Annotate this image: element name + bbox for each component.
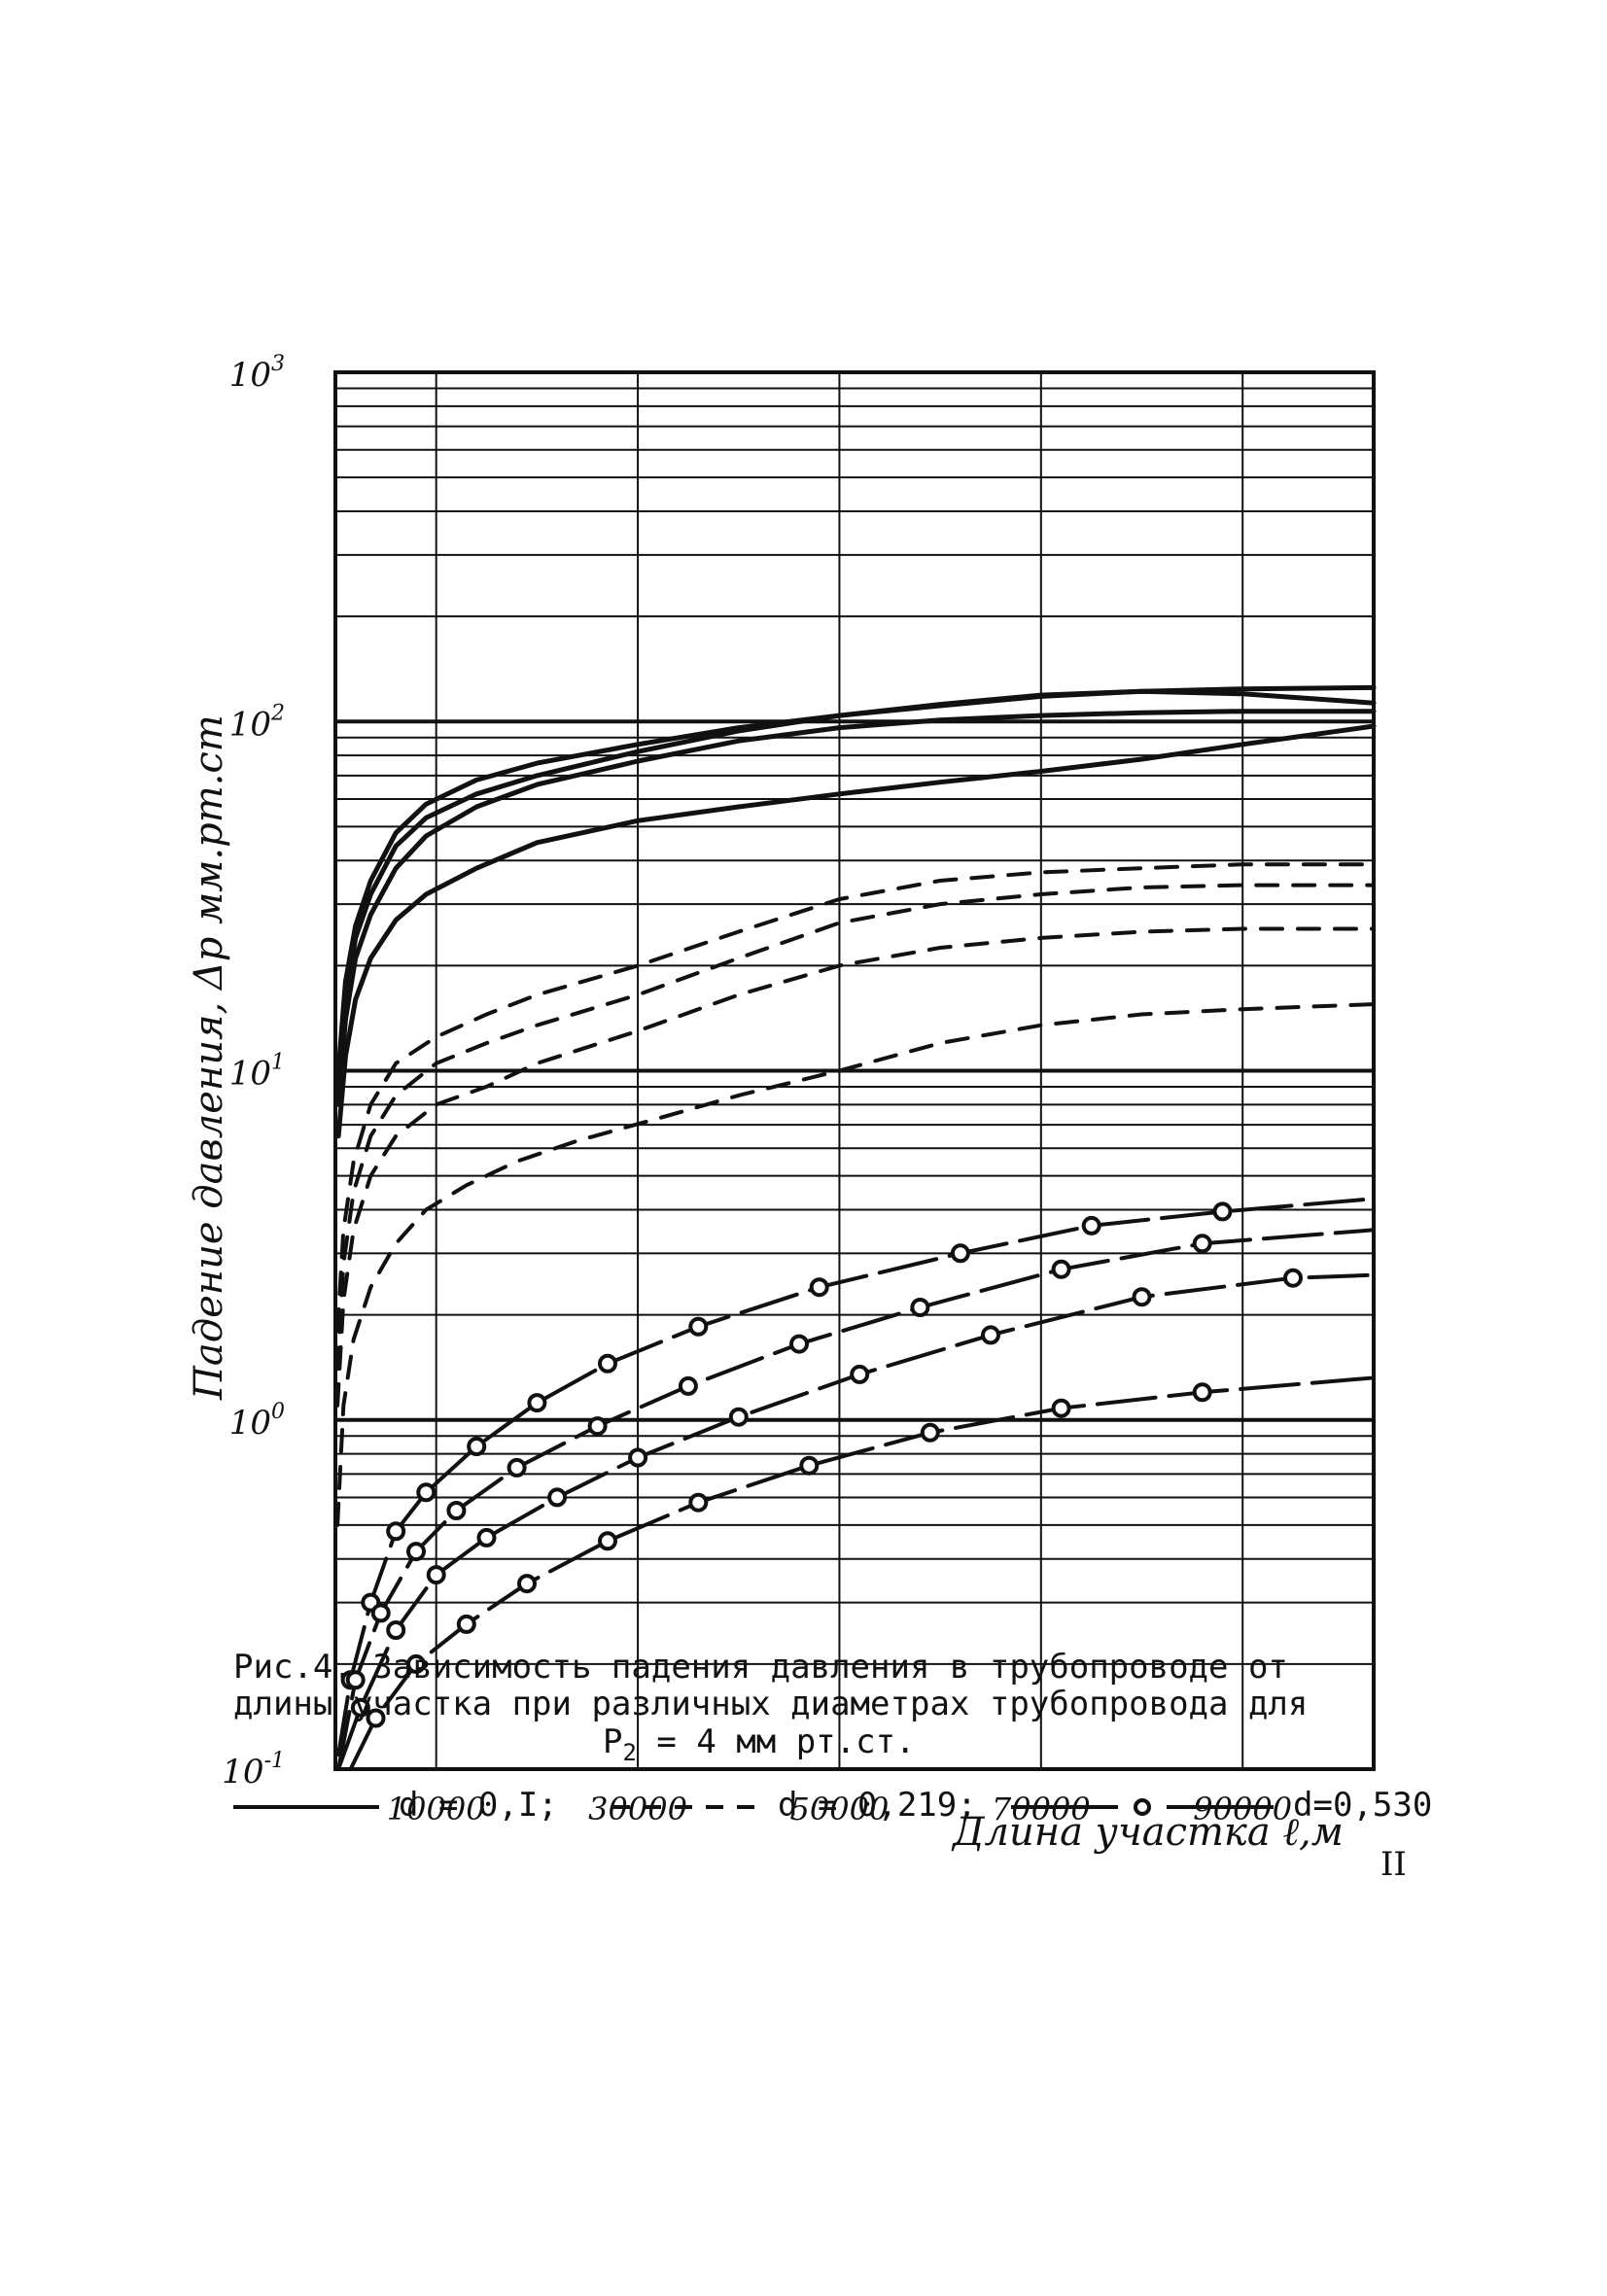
caption-formula: P2 = 4 мм рт.ст. [603,1722,916,1766]
series-line-solid-2 [335,709,1377,1107]
x-axis-label: Длина участка ℓ,м [951,1810,1344,1855]
chart-markers [340,1201,1303,1728]
data-point-marker [345,1670,366,1690]
data-point-marker [910,1298,930,1317]
y-tick-exponent: 3 [271,352,285,376]
legend-swatch-dashdot [1011,1798,1274,1816]
data-point-marker [547,1487,568,1508]
y-tick-label: 100 [229,1400,285,1443]
data-point-marker [981,1325,1000,1345]
y-tick-exponent: 2 [270,701,285,725]
data-point-marker [598,1531,617,1551]
data-point-marker [1081,1215,1101,1235]
data-point-marker [467,1437,487,1456]
data-point-marker [688,1316,709,1337]
data-point-marker [517,1574,537,1594]
data-point-marker [426,1565,446,1585]
caption-line: длины участка при различных диаметрах тр… [233,1685,1309,1723]
legend-swatch-dashed [612,1805,758,1809]
data-point-marker [1192,1234,1212,1254]
series-line-dashed-4 [335,862,1376,1333]
legend-swatch-solid [233,1805,379,1809]
plot-frame [333,370,1376,1771]
data-point-marker [386,1521,406,1542]
chart-grid [335,372,1374,1771]
series-line-dashed-5 [335,883,1376,1372]
y-tick-base: 10 [222,1753,263,1792]
series-line-dash-dot-8 [336,1197,1376,1757]
data-point-marker [950,1243,970,1264]
y-tick-label: 101 [229,1051,285,1094]
legend-item-dashdot: d=0,530 [1011,1781,1432,1829]
data-point-marker [507,1457,527,1478]
y-axis-label: Падение давления, Δp мм.рт.ст [187,714,231,1401]
y-tick-label: 102 [229,701,285,744]
data-point-marker [406,1653,426,1674]
data-point-marker [1212,1201,1233,1222]
y-tick-label: 10-1 [222,1749,285,1792]
y-tick-exponent: 0 [271,1400,285,1424]
y-tick-base: 10 [229,705,271,744]
series-line-solid-3 [335,723,1377,1139]
series-line-solid-1 [335,688,1377,1090]
data-point-marker [416,1482,437,1503]
legend-item-solid: d = 0,I; [233,1781,558,1829]
legend-label-dashed: d = 0,219; [778,1786,977,1825]
data-point-marker [628,1447,648,1468]
caption-line: Рис.4. Зависимость падения давления в тр… [233,1648,1288,1687]
x-tick-label: 50000 [790,1791,890,1827]
data-point-marker [598,1353,617,1374]
data-point-marker [678,1375,698,1396]
figure-caption: Рис.4. Зависимость падения давления в тр… [233,1649,1458,1722]
data-point-marker [386,1620,406,1640]
legend-label-solid: d = 0,I; [399,1786,558,1825]
data-point-marker [850,1364,870,1384]
data-point-marker [406,1542,426,1562]
data-point-marker [1132,1287,1152,1307]
legend: d = 0,I; d = 0,219; d=0,530 [233,1781,1449,1829]
formula-symbol: P [603,1722,623,1761]
legend-label-dashdot: d=0,530 [1293,1786,1433,1825]
data-point-marker [728,1407,749,1427]
y-tick-base: 10 [229,1404,271,1443]
data-point-marker [366,1708,386,1728]
data-point-marker [1283,1268,1303,1288]
data-point-marker [456,1614,476,1634]
legend-item-dashed: d = 0,219; [612,1781,977,1829]
data-point-marker [688,1492,709,1513]
series-line-dashed-7 [335,1002,1376,1527]
data-point-marker [1192,1382,1212,1403]
x-tick-label: 30000 [588,1791,687,1827]
data-point-marker [370,1603,391,1623]
series-line-dash-dot-11 [348,1375,1376,1771]
data-point-marker [1051,1259,1071,1279]
y-tick-base: 10 [229,1055,271,1094]
x-tick-label: 10000 [387,1791,486,1827]
data-point-marker [446,1501,467,1520]
page-number: II [1380,1845,1407,1884]
data-point-marker [789,1334,809,1354]
data-point-marker [587,1416,608,1437]
chart-curves [335,684,1377,1771]
formula-value: = 4 мм рт.ст. [636,1722,916,1761]
data-point-marker [527,1393,547,1413]
y-tick-base: 10 [229,356,271,395]
y-tick-label: 103 [229,352,285,395]
data-point-marker [920,1422,940,1443]
series-line-dashed-6 [335,926,1376,1408]
data-point-marker [809,1277,829,1298]
data-point-marker [350,1697,370,1718]
data-point-marker [1051,1398,1071,1418]
data-point-marker [799,1455,820,1476]
data-point-marker [476,1527,497,1548]
formula-subscript: 2 [622,1739,637,1766]
y-tick-exponent: -1 [264,1749,285,1773]
y-tick-exponent: 1 [271,1051,285,1075]
